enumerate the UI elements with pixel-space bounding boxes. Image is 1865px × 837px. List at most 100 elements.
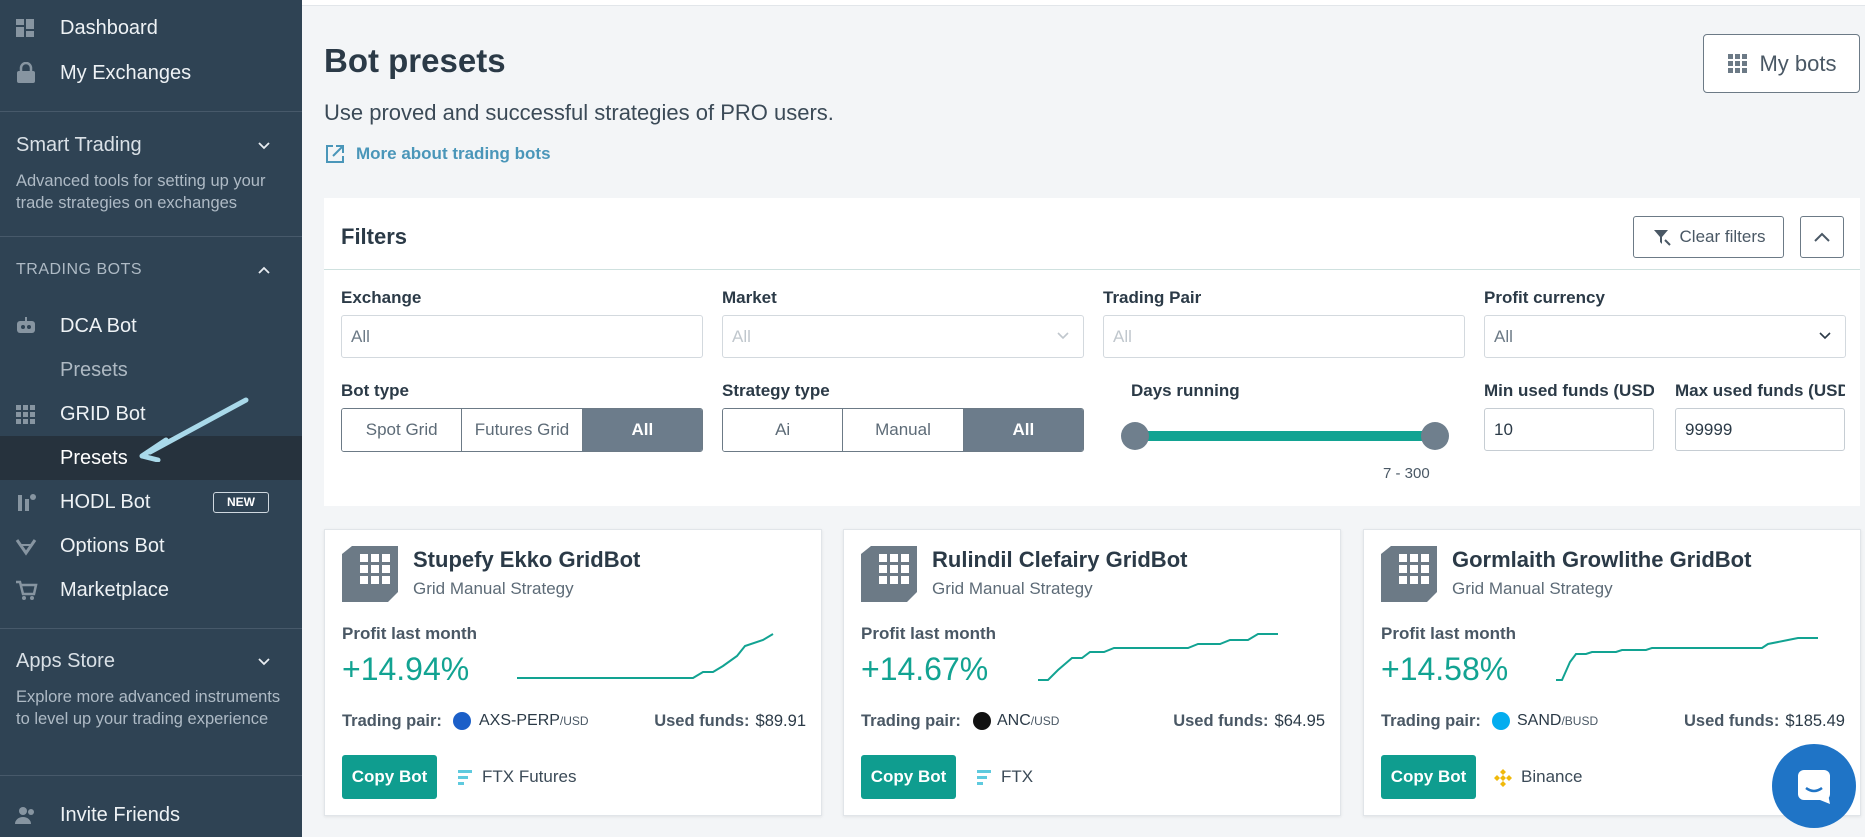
trading-pair-label: Trading Pair	[1103, 288, 1202, 307]
coin-icon	[1492, 712, 1510, 730]
days-running-label: Days running	[1131, 381, 1240, 400]
hodl-icon	[18, 494, 36, 511]
trading-pair-input[interactable]: All	[1103, 315, 1465, 358]
profit-value: +14.94%	[342, 651, 470, 687]
pair-quote: /USD	[559, 714, 589, 728]
sidebar-item-dca-bot[interactable]: DCA Bot	[0, 304, 302, 348]
new-badge: NEW	[213, 492, 269, 513]
my-bots-label: My bots	[1759, 50, 1837, 76]
trading-pair-value: ANC/USD	[997, 712, 1059, 730]
clear-filters-label: Clear filters	[1679, 227, 1766, 246]
sidebar-item-my-exchanges[interactable]: My Exchanges	[0, 51, 302, 95]
strategy-type-manual[interactable]: Manual	[843, 409, 964, 451]
chevron-down-icon	[1057, 332, 1069, 340]
divider	[0, 111, 302, 112]
profit-label: Profit last month	[861, 624, 997, 643]
market-select[interactable]: All	[722, 315, 1084, 358]
chat-support-button[interactable]	[1772, 744, 1856, 828]
days-running-max-handle[interactable]	[1421, 422, 1449, 450]
card-title[interactable]: Stupefy Ekko GridBot	[413, 547, 641, 572]
page-title: Bot presets	[324, 42, 506, 79]
cart-icon	[16, 580, 38, 600]
max-funds-input[interactable]: 99999	[1675, 408, 1845, 451]
max-funds-label: Max used funds (USD)	[1675, 381, 1845, 400]
used-funds-label: Used funds:	[1684, 712, 1780, 730]
profit-sparkline	[517, 633, 774, 679]
pair-quote: /USD	[1030, 714, 1060, 728]
divider	[0, 236, 302, 237]
copy-bot-button[interactable]: Copy Bot	[861, 755, 956, 799]
pair-base: AXS-PERP	[479, 712, 560, 729]
clear-filters-button[interactable]: Clear filters	[1633, 216, 1784, 258]
sidebar-item-marketplace[interactable]: Marketplace	[0, 568, 302, 612]
apps-store-title[interactable]: Apps Store	[16, 650, 115, 672]
used-funds-value: $64.95	[1274, 712, 1325, 730]
apps-store-description: Explore more advanced instruments to lev…	[16, 688, 281, 728]
profit-currency-label: Profit currency	[1484, 288, 1605, 307]
smart-trading-title[interactable]: Smart Trading	[16, 134, 142, 156]
copy-bot-button[interactable]: Copy Bot	[342, 755, 437, 799]
trading-pair-value: AXS-PERP/USD	[479, 712, 589, 730]
pair-base: SAND	[1517, 712, 1562, 729]
chevron-down-icon[interactable]	[258, 656, 270, 668]
copy-bot-button[interactable]: Copy Bot	[1381, 755, 1476, 799]
card-strategy: Grid Manual Strategy	[1452, 579, 1613, 598]
min-funds-value: 10	[1494, 419, 1513, 439]
strategy-type-all[interactable]: All	[963, 409, 1083, 451]
bot-type-futures-grid[interactable]: Futures Grid	[462, 409, 583, 451]
strategy-type-ai[interactable]: Ai	[723, 409, 844, 451]
sidebar-item-dashboard[interactable]: Dashboard	[0, 6, 302, 50]
card-title[interactable]: Rulindil Clefairy GridBot	[932, 547, 1188, 572]
days-running-min-handle[interactable]	[1121, 422, 1149, 450]
sidebar-item-grid-bot[interactable]: GRID Bot	[0, 392, 302, 436]
exchange-name: FTX	[1001, 767, 1034, 786]
sidebar-item-hodl-bot[interactable]: HODL Bot NEW	[0, 480, 302, 524]
sidebar-item-dca-presets[interactable]: Presets	[0, 348, 302, 392]
min-funds-label: Min used funds (USD)	[1484, 381, 1654, 400]
my-bots-button[interactable]: My bots	[1703, 34, 1860, 93]
grid-icon	[1728, 53, 1748, 73]
exchange-label: Exchange	[341, 288, 422, 307]
dashboard-icon	[16, 19, 34, 37]
exchange-name: FTX Futures	[482, 767, 577, 786]
card-strategy: Grid Manual Strategy	[413, 579, 574, 598]
sidebar-item-label: Dashboard	[60, 16, 158, 39]
exchange-icon	[977, 770, 991, 785]
filters-title: Filters	[341, 224, 408, 249]
card-title[interactable]: Gormlaith Growlithe GridBot	[1452, 547, 1752, 572]
pointer-arrow-icon	[139, 397, 249, 462]
robot-icon	[17, 317, 35, 333]
card-strategy: Grid Manual Strategy	[932, 579, 1093, 598]
used-funds-label: Used funds:	[1173, 712, 1269, 730]
max-funds-value: 99999	[1685, 419, 1733, 439]
more-about-link[interactable]: More about trading bots	[324, 143, 551, 165]
profit-value: +14.67%	[861, 651, 989, 687]
preset-card[interactable]: Rulindil Clefairy GridBot Grid Manual St…	[843, 529, 1341, 816]
grid-bot-icon	[342, 546, 398, 602]
users-icon	[15, 807, 34, 824]
used-funds: Used funds: $89.91	[654, 712, 806, 731]
days-running-track[interactable]	[1136, 431, 1434, 441]
collapse-filters-button[interactable]	[1800, 216, 1844, 258]
bot-type-all[interactable]: All	[582, 409, 702, 451]
sidebar-item-options-bot[interactable]: Options Bot	[0, 524, 302, 568]
divider	[0, 628, 302, 629]
min-funds-input[interactable]: 10	[1484, 408, 1654, 451]
sidebar-item-invite-friends[interactable]: Invite Friends	[0, 793, 302, 837]
profit-currency-select[interactable]: All	[1484, 315, 1846, 358]
grid-bot-icon	[1381, 546, 1437, 602]
preset-card[interactable]: Stupefy Ekko GridBot Grid Manual Strateg…	[324, 529, 822, 816]
bot-type-spot-grid[interactable]: Spot Grid	[342, 409, 463, 451]
trading-pair-label: Trading pair:	[1381, 712, 1481, 730]
filters-panel: Filters Clear filters Exchange All Marke…	[324, 198, 1860, 506]
chevron-down-icon[interactable]	[258, 140, 270, 152]
chevron-up-icon[interactable]	[258, 264, 270, 276]
profit-value: +14.58%	[1381, 651, 1509, 687]
exchange-icon	[1494, 769, 1512, 787]
chat-icon	[1798, 770, 1830, 804]
sidebar-item-label: Options Bot	[60, 534, 165, 557]
external-link-icon	[326, 145, 344, 163]
exchange-input[interactable]: All	[341, 315, 703, 358]
pair-base: ANC	[997, 712, 1031, 729]
trading-bots-header[interactable]: TRADING BOTS	[16, 261, 143, 278]
